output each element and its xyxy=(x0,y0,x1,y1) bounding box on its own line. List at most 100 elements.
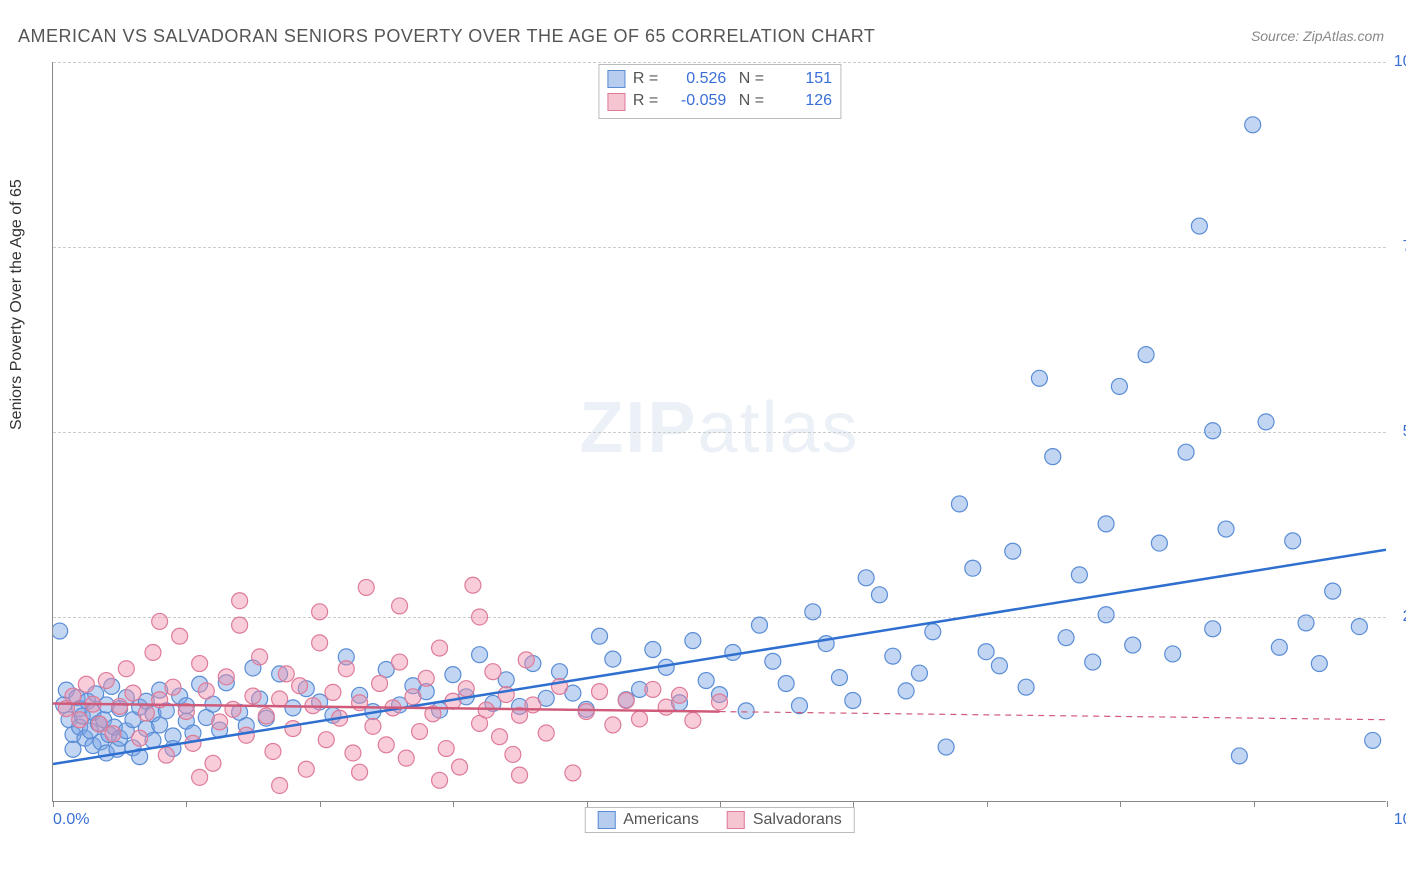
scatter-point xyxy=(101,727,117,743)
scatter-point xyxy=(578,701,594,717)
scatter-point xyxy=(106,719,122,735)
scatter-point xyxy=(272,777,288,793)
scatter-point xyxy=(218,675,234,691)
scatter-point xyxy=(332,710,348,726)
scatter-point xyxy=(298,761,314,777)
scatter-point xyxy=(132,730,148,746)
scatter-point xyxy=(525,656,541,672)
scatter-point xyxy=(712,687,728,703)
scatter-point xyxy=(85,704,101,720)
scatter-point xyxy=(292,678,308,694)
scatter-point xyxy=(65,741,81,757)
x-tick xyxy=(1387,801,1388,807)
scatter-point xyxy=(165,728,181,744)
stat-n-value: 126 xyxy=(772,90,832,112)
y-tick-label: 25.0% xyxy=(1403,608,1406,626)
scatter-point xyxy=(685,712,701,728)
scatter-point xyxy=(658,659,674,675)
scatter-point xyxy=(132,749,148,765)
scatter-point xyxy=(1218,521,1234,537)
scatter-point xyxy=(172,628,188,644)
x-tick xyxy=(453,801,454,807)
scatter-point xyxy=(978,644,994,660)
scatter-point xyxy=(104,678,120,694)
scatter-point xyxy=(751,617,767,633)
scatter-point xyxy=(325,707,341,723)
scatter-point xyxy=(1258,414,1274,430)
scatter-point xyxy=(392,697,408,713)
scatter-point xyxy=(212,722,228,738)
scatter-point xyxy=(98,697,114,713)
legend-label: Salvadorans xyxy=(753,811,842,829)
scatter-point xyxy=(77,730,93,746)
scatter-point xyxy=(1098,516,1114,532)
scatter-point xyxy=(352,695,368,711)
scatter-point xyxy=(145,706,161,722)
scatter-point xyxy=(258,710,274,726)
scatter-point xyxy=(498,687,514,703)
scatter-point xyxy=(618,693,634,709)
scatter-point xyxy=(432,702,448,718)
scatter-point xyxy=(338,649,354,665)
scatter-point xyxy=(98,673,114,689)
scatter-point xyxy=(158,747,174,763)
chart-title: AMERICAN VS SALVADORAN SENIORS POVERTY O… xyxy=(18,26,875,47)
scatter-point xyxy=(265,743,281,759)
gridline-h xyxy=(53,247,1386,248)
scatter-point xyxy=(218,669,234,685)
scatter-point xyxy=(1365,732,1381,748)
scatter-point xyxy=(1005,543,1021,559)
legend: AmericansSalvadorans xyxy=(584,807,855,833)
scatter-point xyxy=(791,698,807,714)
x-tick xyxy=(987,801,988,807)
scatter-point xyxy=(378,661,394,677)
scatter-point xyxy=(90,715,106,731)
scatter-point xyxy=(1205,621,1221,637)
stats-box: R =0.526 N =151R =-0.059 N =126 xyxy=(598,64,841,119)
gridline-h xyxy=(53,62,1386,63)
legend-swatch xyxy=(607,93,625,111)
scatter-point xyxy=(472,715,488,731)
scatter-point xyxy=(405,678,421,694)
scatter-point xyxy=(1058,630,1074,646)
scatter-point xyxy=(1045,449,1061,465)
scatter-point xyxy=(991,658,1007,674)
scatter-point xyxy=(245,660,261,676)
scatter-point xyxy=(445,667,461,683)
scatter-point xyxy=(185,725,201,741)
scatter-point xyxy=(82,723,98,739)
stats-row: R =-0.059 N =126 xyxy=(607,90,832,112)
scatter-point xyxy=(365,704,381,720)
scatter-point xyxy=(345,745,361,761)
scatter-point xyxy=(965,560,981,576)
scatter-point xyxy=(105,726,121,742)
scatter-point xyxy=(65,688,81,704)
scatter-point xyxy=(951,496,967,512)
scatter-point xyxy=(192,676,208,692)
scatter-point xyxy=(845,693,861,709)
scatter-point xyxy=(278,666,294,682)
legend-item: Salvadorans xyxy=(727,811,842,829)
scatter-point xyxy=(272,691,288,707)
stat-r-value: 0.526 xyxy=(666,68,726,90)
scatter-point xyxy=(485,695,501,711)
trend-line xyxy=(53,703,720,711)
trend-line xyxy=(53,550,1386,764)
scatter-point xyxy=(88,686,104,702)
scatter-point xyxy=(172,688,188,704)
legend-swatch xyxy=(727,811,745,829)
scatter-point xyxy=(1245,117,1261,133)
stat-r-label: R = xyxy=(633,90,658,112)
scatter-point xyxy=(818,636,834,652)
scatter-point xyxy=(1151,535,1167,551)
scatter-point xyxy=(285,700,301,716)
scatter-point xyxy=(178,704,194,720)
scatter-point xyxy=(65,727,81,743)
x-tick xyxy=(53,801,54,807)
scatter-point xyxy=(525,697,541,713)
scatter-point xyxy=(552,664,568,680)
scatter-point xyxy=(72,712,88,728)
scatter-point xyxy=(418,684,434,700)
scatter-point xyxy=(305,698,321,714)
scatter-point xyxy=(871,587,887,603)
